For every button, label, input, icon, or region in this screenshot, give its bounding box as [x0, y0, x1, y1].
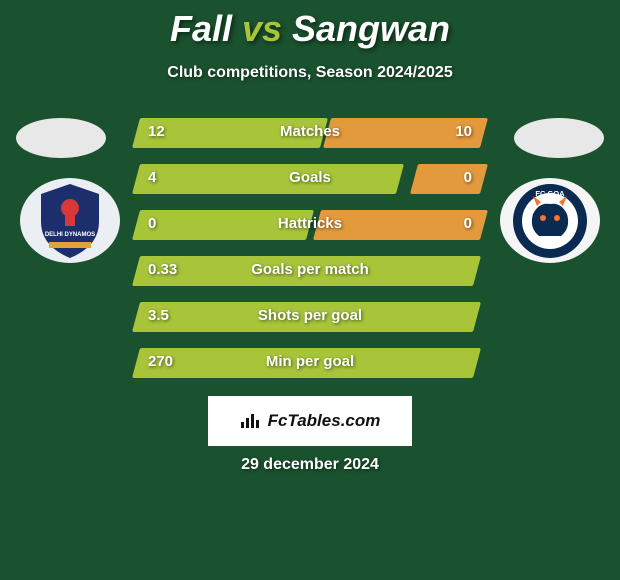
bar-track — [136, 348, 484, 378]
crest-base-stripe — [49, 242, 91, 248]
bar-right — [313, 210, 488, 240]
fc-goa-crest-icon: FC GOA — [511, 182, 589, 260]
stat-row: Goals per match0.33 — [136, 256, 484, 286]
source-badge-text: FcTables.com — [268, 411, 381, 431]
player2-name: Sangwan — [292, 8, 450, 49]
bar-right — [410, 164, 488, 194]
crest-label-right: FC GOA — [535, 189, 565, 198]
bar-left — [132, 348, 481, 378]
date-label: 29 december 2024 — [0, 456, 620, 474]
club-crest-right: FC GOA — [500, 178, 600, 263]
bar-track — [136, 256, 484, 286]
bar-right — [323, 118, 488, 148]
bar-left — [132, 256, 481, 286]
bar-right — [480, 302, 488, 332]
stat-row: Goals40 — [136, 164, 484, 194]
player1-name: Fall — [170, 8, 232, 49]
bar-left — [132, 302, 481, 332]
bar-right — [480, 256, 488, 286]
club-crest-left: DELHI DYNAMOS — [20, 178, 120, 263]
bar-track — [136, 210, 484, 240]
flag-right — [514, 118, 604, 158]
crest-eye-r — [554, 215, 560, 221]
crest-animal — [532, 203, 568, 235]
source-badge: FcTables.com — [208, 396, 412, 446]
bar-track — [136, 164, 484, 194]
stat-row: Hattricks00 — [136, 210, 484, 240]
stat-row: Shots per goal3.5 — [136, 302, 484, 332]
subtitle: Club competitions, Season 2024/2025 — [0, 64, 620, 82]
crest-accent — [61, 199, 79, 217]
bar2 — [246, 418, 249, 428]
stat-rows: Matches1210 Goals40 Hattricks00 Goals per m… — [136, 118, 484, 394]
infographic-container: Fall vs Sangwan Club competitions, Seaso… — [0, 0, 620, 580]
stat-row: Min per goal270 — [136, 348, 484, 378]
delhi-dynamos-crest-icon: DELHI DYNAMOS — [35, 182, 105, 260]
flag-left — [16, 118, 106, 158]
bar3 — [251, 414, 254, 428]
crest-accent-2 — [65, 216, 75, 226]
bar1 — [241, 422, 244, 428]
stat-row: Matches1210 — [136, 118, 484, 148]
crest-eye-l — [540, 215, 546, 221]
bar4 — [256, 420, 259, 428]
bar-right — [480, 348, 488, 378]
bar-left — [132, 118, 328, 148]
page-title: Fall vs Sangwan — [0, 0, 620, 50]
crest-label-left: DELHI DYNAMOS — [45, 232, 95, 238]
bar-track — [136, 302, 484, 332]
bar-left — [132, 210, 314, 240]
vs-separator: vs — [232, 8, 292, 49]
bar-left — [132, 164, 405, 194]
bar-track — [136, 118, 484, 148]
bar-chart-icon — [240, 412, 262, 430]
